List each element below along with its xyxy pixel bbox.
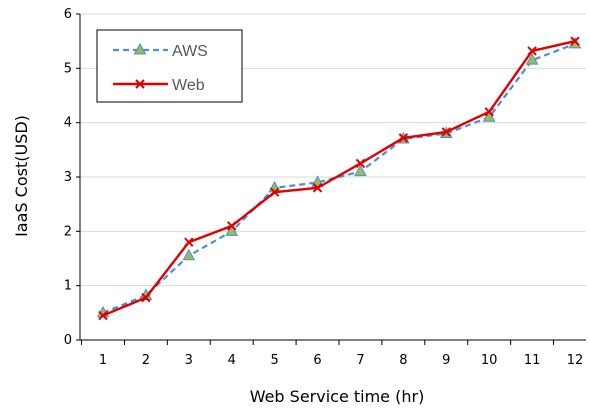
point-aws-4 [225, 224, 239, 236]
point-web-9 [441, 127, 451, 137]
point-aws-7 [354, 164, 367, 177]
legend: AWS Web [96, 29, 243, 103]
marker-x-stroke-b [441, 127, 451, 137]
marker-x-stroke-b [398, 133, 409, 143]
x-tick-label-8: 8 [399, 353, 407, 368]
point-web-6 [312, 183, 323, 193]
x-axis-title: Web Service time (hr) [250, 387, 425, 406]
x-tick-label-1: 1 [99, 353, 107, 368]
y-tick-label-3: 3 [64, 170, 72, 185]
y-tick-label-4: 4 [64, 116, 72, 131]
y-tick-label-2: 2 [64, 224, 72, 239]
marker-x-stroke-b [227, 221, 237, 231]
y-tick-label-1: 1 [64, 279, 72, 294]
x-tick-label-3: 3 [185, 353, 193, 368]
point-aws-10 [482, 110, 496, 122]
marker-x-stroke-b [312, 183, 323, 193]
marker-x-stroke-b [570, 36, 580, 46]
point-web-5 [269, 187, 280, 197]
x-tick-label-12: 12 [567, 353, 584, 368]
x-tick-label-5: 5 [270, 353, 278, 368]
y-axis-title: IaaS Cost(USD) [12, 115, 31, 237]
y-tick-label-5: 5 [64, 61, 72, 76]
y-tick-label-0: 0 [64, 333, 72, 348]
marker-x-stroke-b [484, 107, 494, 117]
marker-x-stroke-b [98, 310, 108, 321]
x-tick-label-11: 11 [524, 353, 541, 368]
point-web-12 [570, 36, 580, 46]
legend-label-aws: AWS [172, 43, 208, 60]
y-tick-label-6: 6 [64, 7, 72, 22]
point-web-4 [227, 221, 237, 231]
legend-box [96, 29, 243, 103]
x-tick-label-9: 9 [442, 353, 450, 368]
marker-x-stroke-b [527, 46, 537, 56]
marker-x-stroke-b [355, 158, 366, 169]
legend-marker-web [135, 79, 145, 89]
series-layer [96, 36, 582, 321]
point-aws-11 [525, 53, 539, 65]
point-web-10 [484, 107, 494, 117]
series-line-web [102, 39, 576, 317]
point-web-1 [98, 310, 108, 321]
point-web-3 [184, 237, 194, 247]
point-web-8 [398, 133, 409, 143]
legend-marker-aws [133, 42, 147, 55]
x-tick-label-7: 7 [356, 353, 364, 368]
point-aws-5 [268, 180, 281, 193]
x-tick-label-2: 2 [142, 353, 150, 368]
point-aws-3 [182, 248, 196, 261]
marker-x-stroke-b [184, 237, 194, 247]
point-web-7 [355, 158, 366, 169]
marker-x-stroke-b [141, 292, 151, 303]
x-tick-label-4: 4 [228, 353, 236, 368]
legend-x-stroke-b [135, 79, 145, 89]
marker-x-stroke-b [269, 187, 280, 197]
x-tick-label-6: 6 [313, 353, 321, 368]
x-tick-label-10: 10 [481, 353, 498, 368]
point-web-2 [141, 292, 151, 303]
point-web-11 [527, 46, 537, 56]
legend-label-web: Web [172, 77, 205, 94]
